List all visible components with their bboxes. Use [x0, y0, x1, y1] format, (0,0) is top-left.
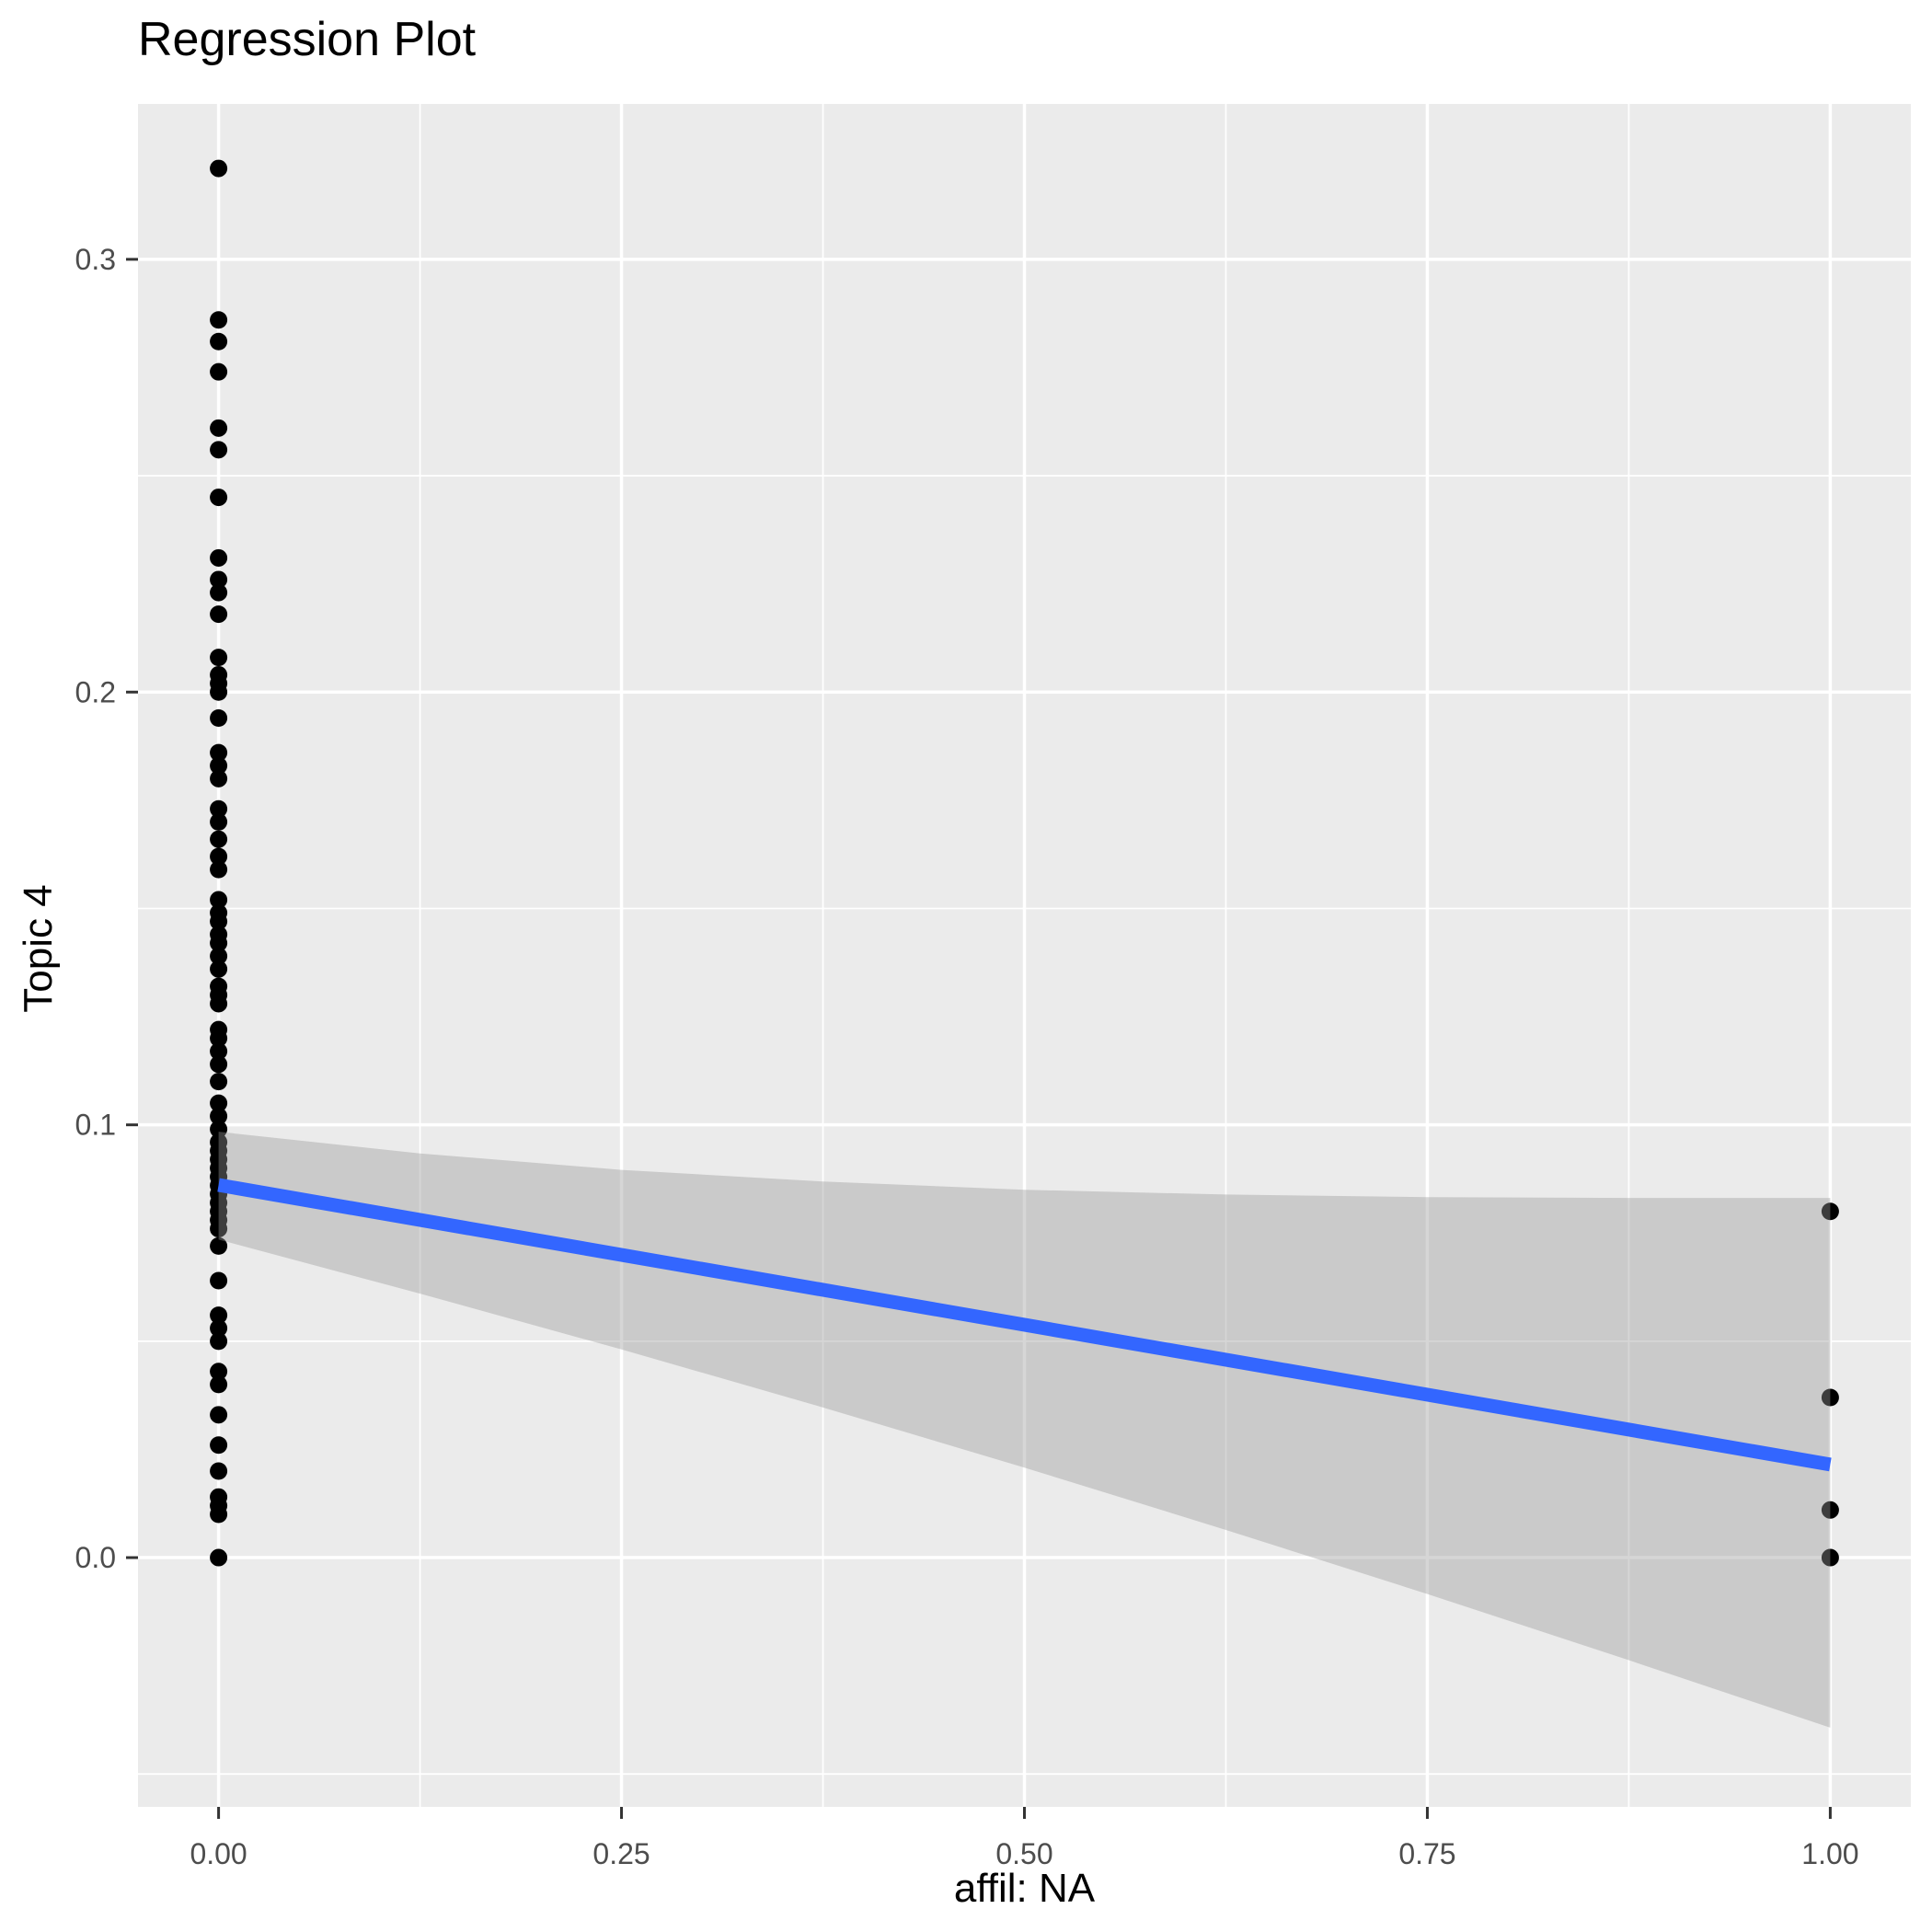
data-point: [210, 799, 228, 818]
data-point: [210, 583, 228, 602]
data-point: [210, 1406, 228, 1424]
data-point: [210, 1055, 228, 1074]
data-point: [210, 769, 228, 788]
data-point: [210, 1271, 228, 1290]
y-tick-label: 0.0: [75, 1541, 116, 1574]
data-point: [210, 1375, 228, 1394]
data-point: [210, 1220, 228, 1238]
data-point: [1821, 1501, 1839, 1519]
data-point: [210, 332, 228, 351]
x-tick-label: 0.50: [995, 1837, 1052, 1870]
data-point: [210, 311, 228, 329]
data-point: [210, 548, 228, 567]
data-point: [1821, 1202, 1839, 1221]
data-point: [1821, 1548, 1839, 1567]
data-point: [210, 743, 228, 762]
data-point: [210, 489, 228, 507]
regression-line: [217, 1178, 1832, 1472]
data-point: [210, 995, 228, 1013]
data-point: [210, 812, 228, 831]
data-point: [210, 1120, 228, 1138]
data-point: [210, 1462, 228, 1480]
data-point: [210, 605, 228, 624]
data-point: [210, 1436, 228, 1455]
y-tick-label: 0.2: [75, 675, 116, 708]
data-point: [210, 441, 228, 459]
data-point: [210, 683, 228, 701]
data-point: [210, 1319, 228, 1338]
data-point: [210, 1236, 228, 1255]
data-point: [210, 1094, 228, 1112]
data-point: [210, 860, 228, 879]
x-tick-label: 0.25: [592, 1837, 650, 1870]
data-point: [210, 708, 228, 727]
x-tick-label: 0.75: [1398, 1837, 1455, 1870]
x-tick-label: 0.00: [190, 1837, 247, 1870]
data-point: [210, 570, 228, 589]
data-point: [210, 649, 228, 667]
data-point: [210, 947, 228, 965]
data-point: [210, 830, 228, 848]
data-point: [210, 159, 228, 178]
data-point: [210, 1107, 228, 1125]
data-point: [210, 1042, 228, 1061]
data-point: [1821, 1388, 1839, 1407]
data-point: [210, 1548, 228, 1567]
data-point: [210, 913, 228, 931]
confidence-ribbon: [218, 1132, 1831, 1728]
data-point: [210, 1073, 228, 1091]
x-axis-label: affil: NA: [953, 1866, 1096, 1911]
data-point: [210, 891, 228, 909]
data-point: [210, 1505, 228, 1524]
y-tick-label: 0.3: [75, 243, 116, 276]
data-point: [210, 1363, 228, 1381]
data-point: [210, 419, 228, 437]
data-point: [210, 1029, 228, 1048]
data-point: [210, 847, 228, 866]
y-axis-label: Topic 4: [16, 884, 61, 1013]
plot-title: Regression Plot: [138, 13, 477, 66]
data-point: [210, 934, 228, 952]
x-tick-label: 1.00: [1801, 1837, 1858, 1870]
y-tick-label: 0.1: [75, 1109, 116, 1142]
data-point: [210, 1332, 228, 1351]
data-point: [210, 362, 228, 381]
data-point: [210, 756, 228, 775]
data-point: [210, 960, 228, 978]
data-point: [210, 1306, 228, 1325]
